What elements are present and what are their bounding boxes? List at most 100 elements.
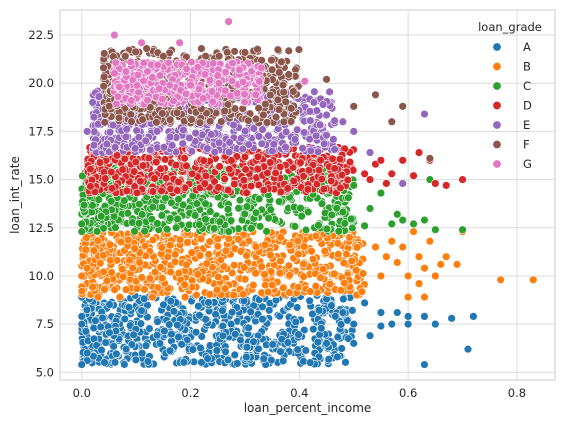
point-grade-b [431, 271, 440, 281]
point-grade-d [343, 175, 352, 185]
point-grade-b [82, 233, 91, 242]
point-grade-b [89, 246, 99, 255]
point-grade-c [360, 221, 369, 231]
point-grade-d [173, 186, 182, 195]
point-grade-b [336, 286, 345, 295]
point-grade-a [317, 324, 326, 333]
point-grade-a [195, 311, 204, 320]
point-grade-d [215, 162, 224, 171]
point-grade-e [210, 147, 220, 157]
x-axis-label: loan_percent_income [244, 401, 372, 415]
point-grade-b [311, 281, 321, 291]
point-grade-f [289, 87, 298, 96]
point-grade-b [170, 257, 180, 267]
y-tick-label: 17.5 [28, 124, 54, 138]
point-grade-a [212, 346, 222, 355]
point-grade-f [278, 80, 288, 90]
point-grade-b [358, 269, 368, 278]
point-grade-a [197, 332, 206, 341]
point-grade-a [81, 327, 91, 336]
point-grade-d [214, 183, 223, 192]
point-grade-c [97, 212, 106, 221]
point-grade-c [266, 205, 275, 214]
point-grade-a [221, 347, 230, 356]
point-grade-c [327, 210, 336, 220]
y-tick-label: 12.5 [28, 221, 54, 235]
point-grade-a [223, 355, 233, 365]
point-grade-c [226, 216, 236, 225]
point-grade-c [215, 217, 225, 226]
point-grade-f [273, 95, 283, 105]
point-grade-c [344, 193, 353, 202]
legend-label-e: E [523, 118, 530, 132]
point-grade-e [214, 138, 224, 148]
point-grade-c [251, 208, 261, 217]
point-grade-d [317, 174, 327, 184]
point-grade-f [286, 117, 296, 126]
point-grade-d [107, 167, 116, 177]
point-grade-b [452, 260, 462, 269]
point-grade-a [233, 359, 242, 368]
point-grade-a [137, 348, 147, 358]
point-grade-f [281, 97, 290, 107]
point-grade-g [232, 89, 242, 98]
point-grade-b [132, 284, 142, 293]
point-grade-b [320, 246, 330, 256]
point-grade-b [180, 280, 189, 289]
point-grade-b [307, 247, 316, 256]
point-grade-d [132, 188, 142, 198]
point-grade-e [229, 120, 238, 130]
point-grade-c [255, 222, 265, 231]
point-grade-a [110, 358, 120, 367]
point-grade-f [197, 44, 206, 53]
point-grade-b [180, 292, 190, 302]
point-grade-f [205, 116, 215, 126]
point-grade-e [82, 127, 92, 136]
point-grade-b [157, 243, 167, 252]
point-grade-b [205, 237, 214, 246]
point-grade-c [338, 207, 348, 217]
x-tick-label: 0.8 [508, 386, 526, 400]
point-grade-b [93, 292, 103, 302]
point-grade-b [266, 250, 275, 260]
point-grade-a [177, 340, 186, 349]
point-grade-e [89, 112, 99, 122]
point-grade-b [193, 270, 202, 279]
point-grade-d [227, 156, 236, 165]
point-grade-e [398, 179, 407, 188]
point-grade-f [294, 45, 304, 54]
point-grade-d [326, 176, 336, 186]
point-grade-g [224, 17, 233, 26]
point-grade-b [293, 236, 302, 246]
point-grade-d [152, 157, 161, 167]
point-grade-c [458, 225, 467, 234]
point-grade-a [447, 314, 456, 323]
point-grade-e [322, 110, 331, 120]
point-grade-g [139, 58, 149, 68]
point-grade-b [352, 266, 361, 275]
point-grade-a [145, 324, 154, 333]
point-grade-b [150, 267, 160, 277]
point-grade-d [414, 148, 424, 157]
point-grade-c [171, 223, 181, 232]
point-grade-a [322, 339, 331, 348]
point-grade-g [238, 77, 248, 87]
point-grade-b [275, 268, 285, 278]
point-grade-b [414, 279, 424, 288]
point-grade-a [249, 337, 258, 346]
point-grade-f [172, 108, 182, 117]
point-grade-c [240, 209, 249, 219]
point-grade-b [82, 264, 92, 273]
point-grade-a [203, 354, 212, 363]
point-grade-a [360, 298, 369, 308]
point-grade-g [111, 58, 120, 67]
point-grade-e [191, 128, 200, 138]
point-grade-b [284, 261, 294, 270]
point-grade-g [148, 73, 157, 82]
point-grade-f [138, 115, 147, 124]
point-grade-d [328, 154, 337, 163]
point-grade-c [120, 196, 129, 205]
point-grade-a [120, 314, 129, 324]
point-grade-f [99, 81, 108, 91]
point-grade-a [231, 330, 240, 339]
